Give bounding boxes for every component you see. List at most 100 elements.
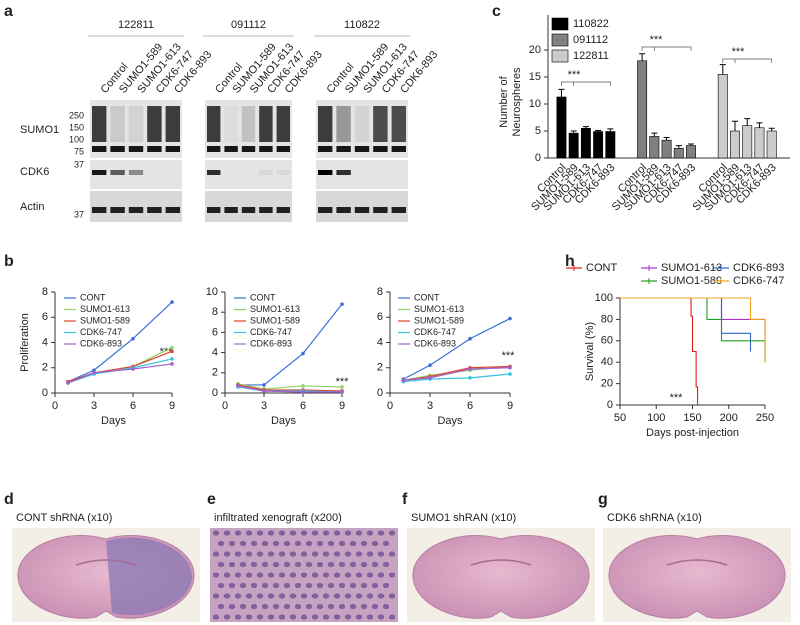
band: [92, 146, 107, 152]
y-tick-label: 8: [377, 286, 383, 298]
bracket: [561, 81, 611, 86]
band: [110, 146, 125, 152]
nucleus: [382, 603, 390, 610]
y-tick-label: 6: [377, 311, 383, 323]
nucleus: [234, 551, 242, 557]
nucleus: [267, 614, 275, 620]
band: [336, 207, 351, 213]
nucleus: [261, 603, 269, 610]
band: [165, 146, 180, 152]
marker: [508, 316, 512, 321]
bracket: [722, 58, 773, 63]
band: [147, 146, 162, 152]
nucleus: [333, 593, 341, 599]
smear: [147, 106, 162, 142]
nucleus: [355, 551, 363, 557]
nucleus: [388, 593, 396, 599]
band: [207, 146, 221, 152]
ventricle: [666, 559, 728, 566]
legend-label: CONT: [250, 292, 276, 302]
significance: ***: [568, 69, 582, 81]
survival-curve: [620, 297, 699, 405]
y-tick-label: 8: [42, 286, 48, 298]
blot-membrane: [316, 191, 408, 222]
y-tick-label: 4: [377, 336, 383, 348]
nucleus: [311, 572, 319, 578]
y-tick-label: 10: [206, 286, 218, 298]
legend-swatch: [551, 17, 569, 31]
nucleus: [327, 603, 335, 610]
band: [354, 146, 370, 152]
panel-letter: h: [565, 253, 575, 270]
nucleus: [316, 540, 324, 547]
y-tick-label: 6: [212, 326, 218, 338]
band: [224, 207, 238, 213]
nucleus: [212, 614, 220, 620]
nucleus: [377, 593, 385, 599]
nucleus: [377, 551, 385, 557]
y-tick-label: 40: [601, 356, 613, 368]
error-bar: [558, 88, 565, 97]
error-bar: [768, 127, 775, 131]
nucleus: [322, 551, 330, 557]
nucleus: [360, 603, 368, 610]
nucleus: [371, 540, 379, 547]
nucleus: [377, 572, 385, 578]
marker: [301, 351, 305, 356]
marker: [508, 365, 512, 370]
bar: [661, 139, 672, 159]
y-tick-label: 60: [601, 335, 613, 347]
error-bar: [756, 122, 763, 128]
nucleus: [223, 530, 231, 536]
line: [237, 383, 343, 390]
brain-section: [412, 535, 590, 619]
nucleus: [300, 614, 308, 620]
y-tick-label: 0: [42, 387, 48, 399]
nucleus: [223, 593, 231, 599]
band: [276, 146, 290, 152]
band: [224, 146, 238, 152]
nucleus: [316, 561, 324, 568]
nucleus: [250, 603, 258, 610]
legend-label: SUMO1-589: [250, 315, 300, 325]
significance: ***: [732, 46, 746, 58]
nucleus: [245, 572, 253, 578]
smear: [165, 106, 180, 142]
panel-letter: c: [492, 3, 501, 20]
line: [403, 373, 511, 383]
y-tick-label: 8: [212, 306, 218, 318]
nucleus: [289, 614, 297, 620]
bar: [605, 131, 616, 159]
marker-label: 100: [69, 134, 84, 144]
nucleus: [377, 614, 385, 620]
marker: [170, 362, 174, 366]
marker: [131, 367, 135, 371]
band: [276, 170, 290, 175]
nucleus: [272, 603, 280, 610]
marker: [170, 345, 174, 350]
nucleus: [327, 561, 335, 568]
x-tick-label: 9: [339, 400, 345, 412]
panel-letter: b: [4, 253, 14, 270]
x-tick-label: 150: [683, 412, 701, 424]
nucleus: [305, 561, 313, 568]
row-label: Actin: [20, 201, 44, 213]
nucleus: [239, 561, 247, 568]
band: [336, 146, 351, 152]
legend-label: CDK6-893: [250, 338, 292, 348]
nucleus: [256, 530, 264, 536]
x-tick-label: 100: [647, 412, 665, 424]
legend-label: CDK6-747: [414, 327, 456, 337]
nucleus: [223, 572, 231, 578]
error-bar: [719, 64, 726, 75]
legend-label: CDK6-893: [733, 262, 784, 274]
error-bar: [595, 129, 602, 132]
nucleus: [311, 614, 319, 620]
bar: [593, 131, 604, 159]
y-tick-label: 10: [529, 98, 541, 110]
nucleus: [234, 593, 242, 599]
band: [110, 207, 125, 213]
nucleus: [366, 593, 374, 599]
significance: ***: [650, 34, 664, 46]
